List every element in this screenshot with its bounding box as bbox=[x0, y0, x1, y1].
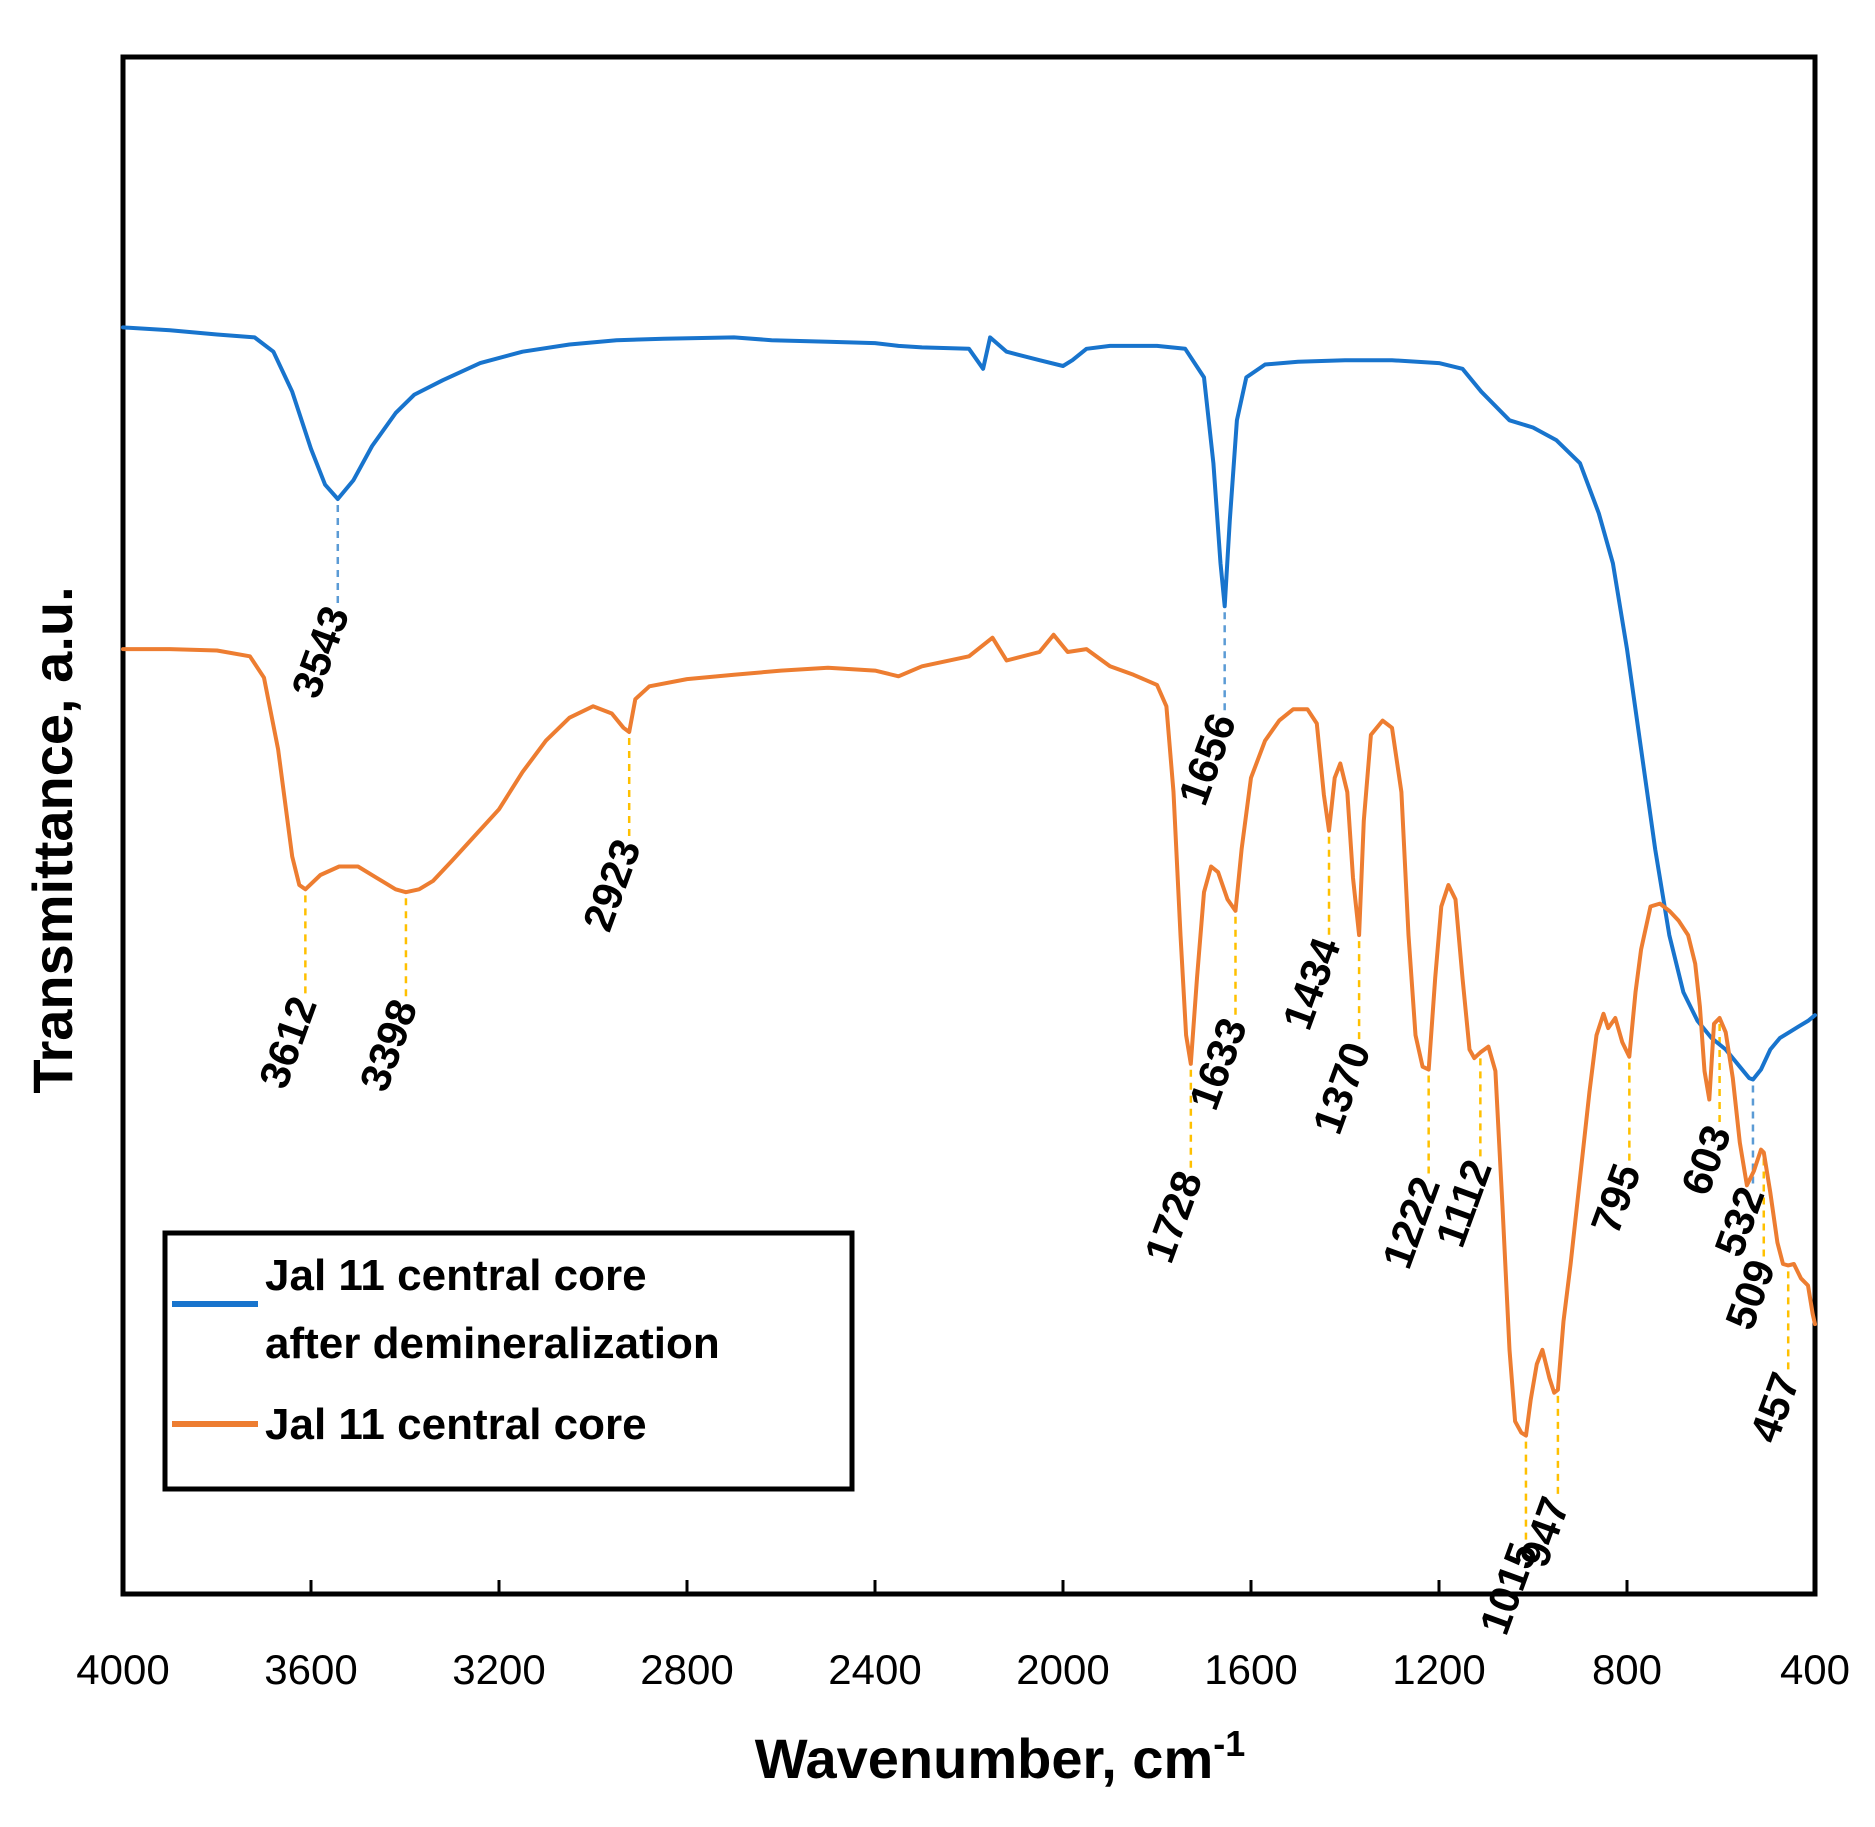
peak-label-3543: 3543 bbox=[282, 600, 358, 704]
peak-label-457: 457 bbox=[1741, 1366, 1809, 1448]
legend-label-after-line2: after demineralization bbox=[265, 1319, 720, 1368]
series-line-after bbox=[121, 325, 1817, 1082]
x-tick-label: 4000 bbox=[76, 1646, 169, 1693]
peak-label-1656: 1656 bbox=[1169, 707, 1245, 811]
peak-label-1370: 1370 bbox=[1303, 1036, 1379, 1140]
peak-label-3398: 3398 bbox=[350, 993, 426, 1097]
peak-guides bbox=[304, 504, 1790, 1542]
legend: Jal 11 central core after demineralizati… bbox=[162, 1230, 855, 1492]
x-tick-label: 800 bbox=[1592, 1646, 1662, 1693]
x-tick-label: 2400 bbox=[828, 1646, 921, 1693]
x-tick-label: 2800 bbox=[640, 1646, 733, 1693]
peak-label-1434: 1434 bbox=[1273, 931, 1349, 1035]
y-axis-label: Transmittance, a.u. bbox=[21, 586, 84, 1093]
x-tick-label: 3200 bbox=[452, 1646, 545, 1693]
series-line-core bbox=[121, 632, 1817, 1438]
peak-label-795: 795 bbox=[1582, 1158, 1650, 1240]
x-tick-label: 2000 bbox=[1016, 1646, 1109, 1693]
legend-label-after-line1: Jal 11 central core bbox=[265, 1251, 647, 1300]
peak-label-2923: 2923 bbox=[574, 833, 650, 937]
legend-label-core: Jal 11 central core bbox=[265, 1400, 647, 1449]
x-tick-label: 3600 bbox=[264, 1646, 357, 1693]
plot-frame bbox=[120, 54, 1818, 1597]
peak-label-509: 509 bbox=[1716, 1253, 1784, 1335]
peak-label-1728: 1728 bbox=[1135, 1165, 1211, 1269]
x-tick-label: 400 bbox=[1780, 1646, 1850, 1693]
peak-label-947: 947 bbox=[1510, 1491, 1578, 1573]
legend-box bbox=[162, 1230, 855, 1492]
peak-label-3612: 3612 bbox=[250, 990, 326, 1094]
x-axis-label: Wavenumber, cm-1 bbox=[755, 1723, 1246, 1790]
x-tick-label: 1600 bbox=[1204, 1646, 1297, 1693]
series-lines bbox=[121, 325, 1817, 1438]
x-tick-label: 1200 bbox=[1392, 1646, 1485, 1693]
x-axis-ticks: 4000 3600 3200 2800 2400 2000 1600 1200 800 400 bbox=[76, 1580, 1850, 1693]
